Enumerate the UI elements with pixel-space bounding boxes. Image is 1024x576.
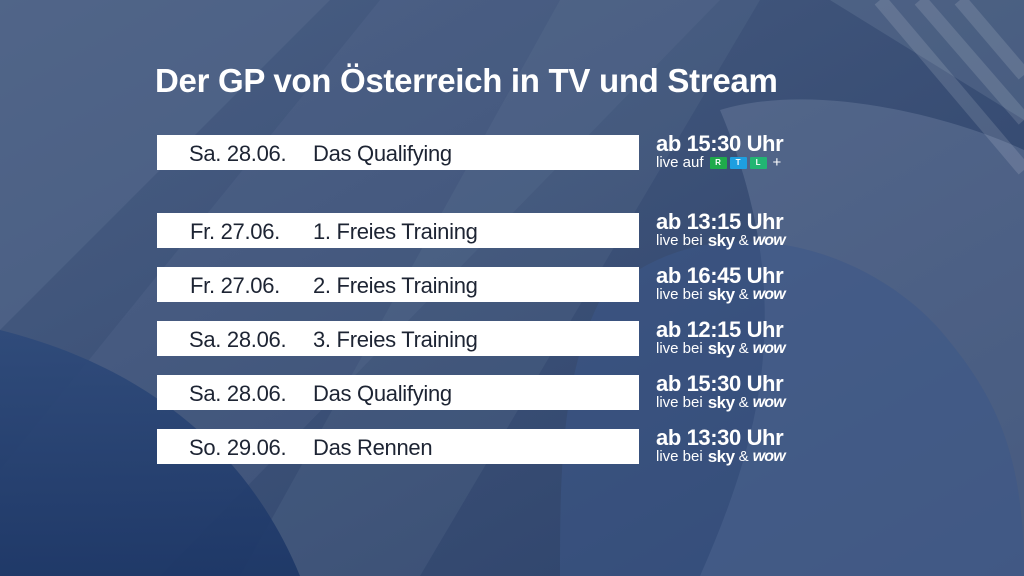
wow-logo: wow xyxy=(752,448,786,465)
schedule-bar: Sa. 28.06. 3. Freies Training xyxy=(157,321,639,356)
schedule-time: ab 16:45 Uhr xyxy=(656,263,784,288)
schedule-info: ab 16:45 Uhr live bei sky & wow xyxy=(656,263,786,304)
sky-logo: sky xyxy=(707,393,735,412)
schedule-row: Fr. 27.06. 1. Freies Training ab 13:15 U… xyxy=(157,209,857,253)
wow-logo: wow xyxy=(752,394,786,411)
wow-logo: wow xyxy=(752,232,786,249)
wow-logo: wow xyxy=(752,286,786,303)
schedule-info: ab 13:30 Uhr live bei sky & wow xyxy=(656,425,786,466)
schedule-event: 3. Freies Training xyxy=(313,327,478,352)
schedule-date: Sa. 28.06. xyxy=(189,327,287,352)
schedule-row: So. 29.06. Das Rennen ab 13:30 Uhr live … xyxy=(157,425,857,469)
schedule-live-line: live bei sky & wow xyxy=(656,447,786,466)
schedule-info: ab 13:15 Uhr live bei sky & wow xyxy=(656,209,786,250)
featured-time: ab 15:30 Uhr xyxy=(656,131,784,156)
rtl-plus-logo: R T L + xyxy=(709,154,782,171)
featured-bar: Sa. 28.06. Das Qualifying xyxy=(157,135,639,170)
schedule-bar: So. 29.06. Das Rennen xyxy=(157,429,639,464)
featured-info: ab 15:30 Uhr live auf R T L + xyxy=(656,131,784,171)
rtl-logo-t: T xyxy=(729,157,747,169)
schedule-bar: Fr. 27.06. 2. Freies Training xyxy=(157,267,639,302)
ampersand: & xyxy=(738,340,749,357)
schedule-bar: Sa. 28.06. Das Qualifying xyxy=(157,375,639,410)
featured-live-prefix: live auf xyxy=(656,154,704,171)
schedule-date: So. 29.06. xyxy=(189,435,287,460)
schedule-time: ab 13:30 Uhr xyxy=(656,425,784,450)
schedule-time: ab 12:15 Uhr xyxy=(656,317,784,342)
schedule-date: Sa. 28.06. xyxy=(189,381,287,406)
schedule-row: Sa. 28.06. 3. Freies Training ab 12:15 U… xyxy=(157,317,857,361)
sky-logo: sky xyxy=(707,447,735,466)
featured-row: Sa. 28.06. Das Qualifying ab 15:30 Uhr l… xyxy=(157,131,857,175)
featured-live-line: live auf R T L + xyxy=(656,155,783,171)
schedule-event: 2. Freies Training xyxy=(313,273,478,298)
featured-date: Sa. 28.06. xyxy=(189,141,287,166)
sky-logo: sky xyxy=(707,339,735,358)
rtl-logo-plus: + xyxy=(772,154,782,171)
schedule-live-line: live bei sky & wow xyxy=(656,231,786,250)
schedule-live-line: live bei sky & wow xyxy=(656,285,786,304)
featured-event: Das Qualifying xyxy=(313,141,452,166)
live-prefix: live bei xyxy=(656,232,703,249)
schedule-row: Fr. 27.06. 2. Freies Training ab 16:45 U… xyxy=(157,263,857,307)
ampersand: & xyxy=(738,448,749,465)
live-prefix: live bei xyxy=(656,340,703,357)
schedule-event: Das Rennen xyxy=(313,435,433,460)
schedule-info: ab 15:30 Uhr live bei sky & wow xyxy=(656,371,786,412)
schedule-event: Das Qualifying xyxy=(313,381,452,406)
schedule-date: Fr. 27.06. xyxy=(190,273,280,298)
page-title: Der GP von Österreich in TV und Stream xyxy=(155,62,778,99)
sky-logo: sky xyxy=(707,285,735,304)
schedule-live-line: live bei sky & wow xyxy=(656,393,786,412)
sky-logo: sky xyxy=(707,231,735,250)
ampersand: & xyxy=(738,286,749,303)
live-prefix: live bei xyxy=(656,286,703,303)
schedule-time: ab 15:30 Uhr xyxy=(656,371,784,396)
schedule-time: ab 13:15 Uhr xyxy=(656,209,784,234)
schedule-info: ab 12:15 Uhr live bei sky & wow xyxy=(656,317,786,358)
schedule-date: Fr. 27.06. xyxy=(190,219,280,244)
schedule-bar: Fr. 27.06. 1. Freies Training xyxy=(157,213,639,248)
ampersand: & xyxy=(738,232,749,249)
live-prefix: live bei xyxy=(656,394,703,411)
rtl-logo-l: L xyxy=(749,157,767,169)
ampersand: & xyxy=(738,394,749,411)
rtl-logo-r: R xyxy=(709,157,727,169)
schedule-row: Sa. 28.06. Das Qualifying ab 15:30 Uhr l… xyxy=(157,371,857,415)
live-prefix: live bei xyxy=(656,448,703,465)
schedule-live-line: live bei sky & wow xyxy=(656,339,786,358)
wow-logo: wow xyxy=(752,340,786,357)
schedule-event: 1. Freies Training xyxy=(313,219,478,244)
